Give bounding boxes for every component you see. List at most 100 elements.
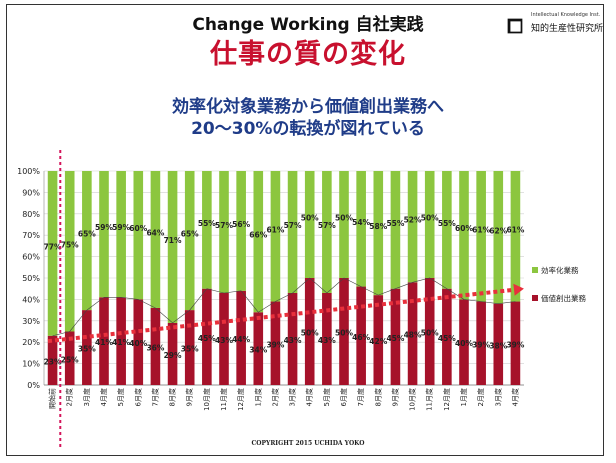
y-tick-label: 40% [22, 295, 40, 304]
bar-efficiency [219, 171, 229, 293]
bar-efficiency [442, 171, 452, 289]
data-label-efficiency: 62% [489, 226, 507, 235]
slide-frame [6, 4, 604, 456]
bar-efficiency [236, 171, 246, 291]
logo-text-en: Intellectual Knowledge Inst. [531, 12, 601, 18]
data-label-efficiency: 55% [198, 219, 216, 228]
data-label-value-creation: 40% [129, 339, 147, 348]
subtitle-line-1: 効率化対象業務から価値創出業務へ [172, 97, 444, 117]
data-label-value-creation: 43% [215, 336, 233, 345]
bar-efficiency [304, 171, 315, 278]
bar-efficiency [407, 171, 418, 283]
logo-mark-icon: ⧠ [507, 14, 523, 38]
bar-value-creation [322, 292, 332, 385]
bar-value-creation [99, 297, 109, 385]
trend-arrow-line [47, 287, 515, 344]
bar-value-creation [304, 278, 315, 385]
x-tick-label: 開始前 [48, 388, 57, 409]
data-label-efficiency: 77% [44, 242, 62, 251]
bar-value-creation [424, 278, 435, 385]
bar-value-creation [253, 312, 264, 385]
data-label-value-creation: 34% [249, 346, 267, 355]
y-tick-label: 100% [17, 167, 40, 176]
x-tick-label: 7月度 [150, 388, 159, 406]
bar-value-creation [373, 295, 384, 385]
bar-efficiency [510, 171, 521, 302]
y-tick-label: 60% [22, 253, 40, 262]
data-label-value-creation: 41% [95, 338, 113, 347]
x-tick-label: 2月度 [270, 388, 279, 406]
data-label-efficiency: 57% [215, 221, 233, 230]
x-tick-label: 5月度 [116, 388, 125, 406]
x-tick-label: 2月度 [65, 388, 74, 406]
x-tick-label: 3月度 [82, 388, 91, 406]
bar-value-creation [510, 301, 521, 385]
data-label-value-creation: 46% [352, 333, 370, 342]
data-label-value-creation: 42% [369, 337, 387, 346]
bar-value-creation [407, 282, 418, 385]
x-tick-label: 9月度 [390, 388, 399, 406]
x-tick-label: 6月度 [339, 388, 348, 406]
data-label-efficiency: 65% [181, 230, 199, 239]
bar-value-creation [476, 301, 486, 385]
data-label-efficiency: 50% [421, 214, 439, 223]
y-tick-label: 20% [22, 338, 40, 347]
x-tick-label: 10月度 [202, 388, 211, 411]
legend-label: 効率化業務 [541, 265, 579, 275]
y-tick-label: 50% [22, 274, 40, 283]
bar-value-creation [390, 288, 401, 385]
bar-value-creation [202, 288, 212, 385]
data-label-efficiency: 57% [318, 221, 336, 230]
data-label-efficiency: 58% [369, 222, 387, 231]
data-label-value-creation: 39% [506, 340, 524, 349]
bar-value-creation [339, 278, 349, 385]
bar-value-creation [167, 322, 178, 385]
y-tick-label: 80% [22, 210, 40, 219]
bar-value-creation [150, 307, 161, 385]
data-label-efficiency: 52% [404, 216, 422, 225]
data-label-value-creation: 45% [438, 334, 456, 343]
bar-value-creation [133, 299, 144, 385]
bar-efficiency [270, 171, 281, 302]
x-tick-label: 12月度 [442, 388, 451, 411]
x-tick-label: 3月度 [288, 388, 297, 406]
x-tick-label: 6月度 [133, 388, 142, 406]
bar-value-creation [459, 299, 469, 385]
bar-value-creation [236, 290, 246, 385]
bar-efficiency [493, 171, 504, 304]
bar-efficiency [373, 171, 384, 296]
legend-swatch [532, 295, 538, 301]
x-tick-label: 1月度 [253, 388, 262, 406]
data-label-efficiency: 65% [78, 230, 96, 239]
y-tick-label: 10% [22, 360, 40, 369]
data-label-value-creation: 25% [61, 355, 79, 364]
bar-efficiency [356, 171, 366, 287]
data-label-value-creation: 23% [44, 357, 62, 366]
bar-efficiency [339, 171, 349, 278]
x-tick-label: 4月度 [510, 388, 519, 406]
data-label-value-creation: 43% [318, 336, 336, 345]
x-tick-label: 3月度 [493, 388, 502, 406]
x-tick-label: 10月度 [408, 388, 417, 411]
data-label-value-creation: 39% [266, 340, 284, 349]
data-label-value-creation: 39% [472, 340, 490, 349]
bar-value-creation [287, 292, 298, 385]
x-tick-label: 4月度 [305, 388, 314, 406]
trend-line [52, 277, 516, 337]
data-label-value-creation: 35% [181, 345, 199, 354]
x-tick-label: 12月度 [236, 388, 245, 411]
bar-efficiency [459, 171, 469, 300]
data-label-value-creation: 40% [455, 339, 473, 348]
x-tick-label: 11月度 [219, 388, 228, 411]
logo-text-jp: 知的生産性研究所 [531, 24, 604, 34]
data-label-efficiency: 59% [112, 223, 130, 232]
bar-efficiency [150, 171, 161, 308]
bar-efficiency [253, 171, 264, 313]
data-label-value-creation: 50% [335, 329, 353, 338]
data-label-value-creation: 50% [301, 329, 319, 338]
x-tick-label: 2月度 [476, 388, 485, 406]
data-label-value-creation: 29% [164, 351, 182, 360]
bar-value-creation [116, 297, 126, 385]
legend-swatch [532, 267, 538, 273]
bar-value-creation [442, 288, 452, 385]
